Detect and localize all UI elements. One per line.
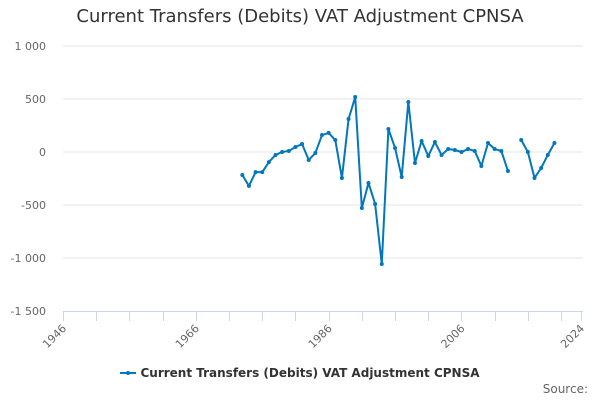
y-axis-labels: 1 000 500 0 -500 -1 000 -1 500 <box>11 40 46 318</box>
data-point[interactable] <box>419 138 424 143</box>
data-point[interactable] <box>452 147 457 152</box>
data-point[interactable] <box>346 117 351 122</box>
y-tick-label: 0 <box>39 146 46 159</box>
data-point[interactable] <box>339 175 344 180</box>
data-point[interactable] <box>432 140 437 145</box>
data-point[interactable] <box>386 126 391 131</box>
data-point[interactable] <box>479 163 484 168</box>
data-point[interactable] <box>333 138 338 143</box>
data-point[interactable] <box>293 145 298 150</box>
legend: Current Transfers (Debits) VAT Adjustmen… <box>0 366 600 380</box>
source-label: Source: <box>542 382 588 396</box>
line-marker-icon <box>120 369 137 377</box>
x-tick-label: 1966 <box>173 322 202 351</box>
data-point[interactable] <box>412 161 417 166</box>
x-axis: 1946 1966 1986 2006 2024 <box>40 311 587 351</box>
data-point[interactable] <box>253 170 258 175</box>
data-point[interactable] <box>472 148 477 153</box>
data-point[interactable] <box>273 152 278 157</box>
series-line[interactable] <box>241 95 509 266</box>
legend-label: Current Transfers (Debits) VAT Adjustmen… <box>140 366 480 380</box>
y-tick-label: -1 000 <box>11 252 46 265</box>
data-point[interactable] <box>260 170 265 175</box>
data-point[interactable] <box>426 154 431 159</box>
data-point[interactable] <box>406 99 411 104</box>
data-point[interactable] <box>300 142 305 147</box>
data-point[interactable] <box>439 152 444 157</box>
data-point[interactable] <box>532 175 537 180</box>
chart-title: Current Transfers (Debits) VAT Adjustmen… <box>76 6 524 27</box>
data-point[interactable] <box>539 166 544 171</box>
data-point[interactable] <box>373 201 378 206</box>
data-point[interactable] <box>353 94 358 99</box>
data-point[interactable] <box>492 147 497 152</box>
data-point[interactable] <box>379 262 384 267</box>
x-tick-label: 2024 <box>558 322 587 351</box>
legend-item-series[interactable]: Current Transfers (Debits) VAT Adjustmen… <box>120 366 480 380</box>
data-point[interactable] <box>486 140 491 145</box>
y-tick-label: 500 <box>25 93 46 106</box>
data-point[interactable] <box>466 147 471 152</box>
y-tick-label: -1 500 <box>11 305 46 318</box>
data-point[interactable] <box>446 147 451 152</box>
gridlines <box>63 45 583 259</box>
data-point[interactable] <box>399 175 404 180</box>
data-point[interactable] <box>459 150 464 154</box>
y-tick-label: -500 <box>21 199 46 212</box>
data-point[interactable] <box>246 183 251 188</box>
x-tick-label: 1946 <box>40 322 69 351</box>
data-point[interactable] <box>320 133 324 138</box>
data-point[interactable] <box>359 205 364 210</box>
data-point[interactable] <box>393 145 398 150</box>
data-point[interactable] <box>525 150 530 154</box>
data-point[interactable] <box>519 138 524 143</box>
data-point[interactable] <box>240 173 245 178</box>
data-point[interactable] <box>313 151 318 156</box>
data-series[interactable] <box>240 94 557 267</box>
data-point[interactable] <box>366 180 371 185</box>
x-tick-label: 2006 <box>439 322 468 351</box>
series-line[interactable] <box>520 139 556 179</box>
y-tick-label: 1 000 <box>15 40 47 53</box>
data-point[interactable] <box>326 130 331 135</box>
data-point[interactable] <box>505 168 510 173</box>
data-point[interactable] <box>286 148 291 153</box>
data-point[interactable] <box>280 150 285 154</box>
data-point[interactable] <box>545 152 550 157</box>
data-point[interactable] <box>499 148 504 153</box>
x-tick-label: 1986 <box>306 322 335 351</box>
data-point[interactable] <box>306 157 311 162</box>
data-point[interactable] <box>552 140 557 145</box>
data-point[interactable] <box>266 160 271 165</box>
